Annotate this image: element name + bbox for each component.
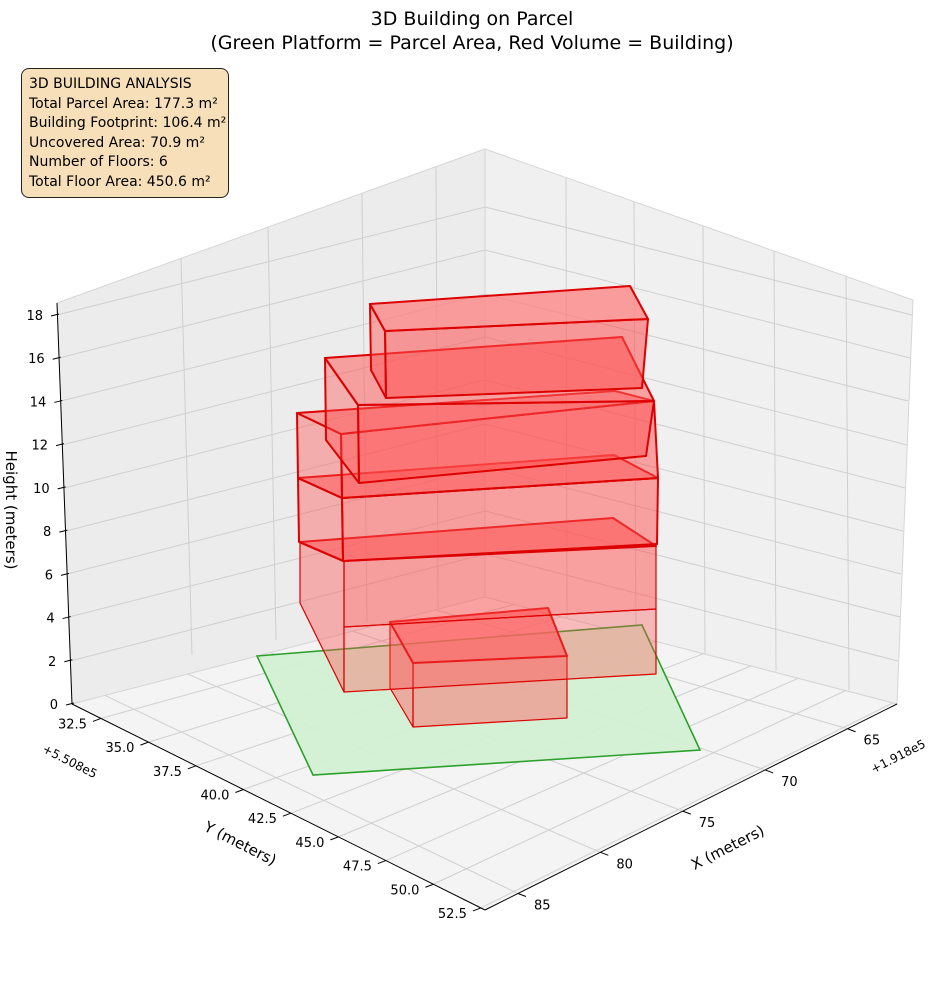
wall-grid-line xyxy=(702,225,706,655)
z-axis-ticks: 0 2 4 6 8 10 12 14 16 18 xyxy=(26,309,75,713)
x-tick-mark xyxy=(764,769,774,774)
info-floor-area: Total Floor Area: 450.6 m² xyxy=(29,173,211,190)
y-tick-mark xyxy=(425,883,434,888)
z-tick-mark xyxy=(55,443,65,447)
y-tick-mark xyxy=(377,860,387,865)
analysis-info-box: 3D BUILDING ANALYSIS Total Parcel Area: … xyxy=(21,68,229,198)
y-tick-mark xyxy=(187,765,197,770)
z-tick-label: 2 xyxy=(48,655,56,670)
info-floors: Number of Floors: 6 xyxy=(29,154,168,170)
z-tick-label: 14 xyxy=(30,395,47,410)
y-tick-mark xyxy=(330,836,339,841)
z-tick-mark xyxy=(50,313,60,317)
y-tick-label: 45.0 xyxy=(295,836,324,851)
z-tick-mark xyxy=(59,529,68,533)
floor-grid-line xyxy=(433,690,846,885)
y-tick-label: 42.5 xyxy=(248,812,277,827)
wall-grid-line xyxy=(267,226,277,641)
z-tick-label: 4 xyxy=(46,612,54,627)
z-tick-mark xyxy=(62,616,71,620)
y-axis-ticks: 32.5 35.0 37.5 40.0 42.5 45.0 47.5 50.0 52.5 xyxy=(58,717,482,922)
z-tick-label: 16 xyxy=(28,352,45,367)
x-axis-line xyxy=(484,703,898,911)
y-tick-label: 35.0 xyxy=(105,741,134,756)
z-tick-label: 10 xyxy=(33,482,50,497)
chart-subtitle: (Green Platform = Parcel Area, Red Volum… xyxy=(210,32,733,54)
x-tick-label: 75 xyxy=(699,816,716,831)
axis-lines xyxy=(56,302,898,911)
z-axis-line xyxy=(56,302,73,705)
info-parcel-area: Total Parcel Area: 177.3 m² xyxy=(29,95,218,112)
floor-block-6 xyxy=(369,285,649,399)
y-tick-label: 40.0 xyxy=(200,788,229,803)
floor-2-base xyxy=(343,608,657,693)
y-tick-label: 52.5 xyxy=(438,907,467,922)
x-tick-label: 80 xyxy=(616,857,633,872)
x-tick-label: 65 xyxy=(864,734,881,749)
wall-grid-line xyxy=(58,249,911,359)
y-tick-mark xyxy=(92,717,102,722)
y-tick-mark xyxy=(140,741,149,746)
z-tick-label: 18 xyxy=(26,309,43,324)
y-tick-label: 47.5 xyxy=(343,860,372,875)
z-tick-mark xyxy=(54,399,63,403)
floor-grid-line xyxy=(385,677,799,862)
building-volume xyxy=(296,285,659,728)
info-heading: 3D BUILDING ANALYSIS xyxy=(29,76,192,92)
z-axis-label: Height (meters) xyxy=(2,451,20,570)
x-tick-mark xyxy=(682,810,691,815)
x-tick-mark xyxy=(847,728,856,733)
z-tick-label: 6 xyxy=(45,568,53,583)
y-tick-label: 50.0 xyxy=(390,883,419,898)
x-tick-mark xyxy=(600,851,609,856)
y-tick-mark xyxy=(282,812,292,817)
z-tick-label: 12 xyxy=(31,439,48,454)
z-tick-mark xyxy=(52,356,61,360)
floor-6-top xyxy=(369,285,649,332)
x-tick-label: 70 xyxy=(781,775,798,790)
wall-grid-line xyxy=(56,206,913,316)
x-axis-ticks: 65 70 75 80 85 xyxy=(517,728,881,914)
floor-grid-line xyxy=(104,694,519,894)
wall-grid-line xyxy=(773,250,777,672)
y-tick-label: 37.5 xyxy=(153,765,182,780)
info-uncovered: Uncovered Area: 70.9 m² xyxy=(29,134,205,151)
y-offset-label: +5.508e5 xyxy=(40,742,99,781)
wall-grid-line xyxy=(845,275,850,691)
z-tick-mark xyxy=(65,702,75,706)
chart-title: 3D Building on Parcel xyxy=(371,8,574,30)
y-tick-mark xyxy=(472,907,482,912)
x-tick-label: 85 xyxy=(534,899,551,914)
z-tick-mark xyxy=(64,659,73,663)
y-tick-mark xyxy=(235,789,244,793)
floor-6-front xyxy=(384,318,649,399)
info-footprint: Building Footprint: 106.4 m² xyxy=(29,115,227,131)
floor-grid-line xyxy=(480,702,894,909)
z-tick-label: 0 xyxy=(50,698,58,713)
y-tick-label: 32.5 xyxy=(58,717,87,732)
z-tick-label: 8 xyxy=(43,525,51,540)
y-axis-line xyxy=(71,703,486,911)
z-tick-mark xyxy=(60,572,70,576)
x-tick-mark xyxy=(517,893,527,897)
wall-grid-line xyxy=(60,293,909,402)
z-tick-mark xyxy=(57,486,66,490)
